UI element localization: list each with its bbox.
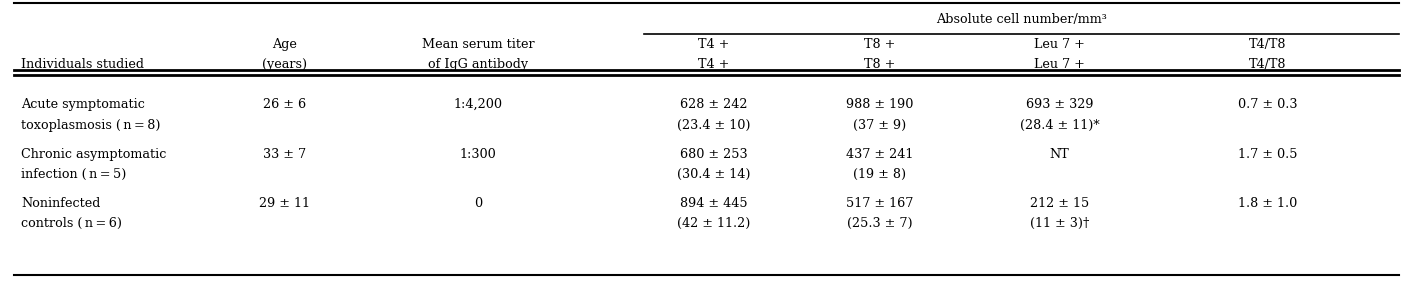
Text: (25.3 ± 7): (25.3 ± 7): [846, 217, 913, 230]
Text: (28.4 ± 11)*: (28.4 ± 11)*: [1020, 119, 1099, 132]
Text: 33 ± 7: 33 ± 7: [263, 148, 305, 161]
Text: infection ( n = 5): infection ( n = 5): [21, 168, 126, 181]
Text: (11 ± 3)†: (11 ± 3)†: [1030, 217, 1089, 230]
Text: 894 ± 445: 894 ± 445: [680, 197, 747, 210]
Text: T4/T8: T4/T8: [1249, 58, 1286, 71]
Text: 693 ± 329: 693 ± 329: [1026, 98, 1094, 111]
Text: (37 ± 9): (37 ± 9): [853, 119, 906, 132]
Text: 628 ± 242: 628 ± 242: [680, 98, 747, 111]
Text: Individuals studied: Individuals studied: [21, 58, 144, 71]
Text: Chronic asymptomatic: Chronic asymptomatic: [21, 148, 167, 161]
Text: Leu 7 +: Leu 7 +: [1034, 38, 1085, 51]
Text: Mean serum titer: Mean serum titer: [421, 38, 534, 51]
Text: 437 ± 241: 437 ± 241: [846, 148, 913, 161]
Text: 212 ± 15: 212 ± 15: [1030, 197, 1089, 210]
Text: (42 ± 11.2): (42 ± 11.2): [677, 217, 750, 230]
Text: (years): (years): [261, 58, 307, 71]
Text: 1:4,200: 1:4,200: [454, 98, 503, 111]
Text: Age: Age: [271, 38, 297, 51]
Text: 680 ± 253: 680 ± 253: [680, 148, 747, 161]
Text: 988 ± 190: 988 ± 190: [846, 98, 913, 111]
Text: (23.4 ± 10): (23.4 ± 10): [677, 119, 750, 132]
Text: Leu 7 +: Leu 7 +: [1034, 58, 1085, 71]
Text: Noninfected: Noninfected: [21, 197, 100, 210]
Text: T4 +: T4 +: [698, 38, 729, 51]
Text: NT: NT: [1050, 148, 1070, 161]
Text: 26 ± 6: 26 ± 6: [263, 98, 305, 111]
Text: 29 ± 11: 29 ± 11: [259, 197, 309, 210]
Text: 0.7 ± 0.3: 0.7 ± 0.3: [1238, 98, 1297, 111]
Text: Acute symptomatic: Acute symptomatic: [21, 98, 146, 111]
Text: 1.7 ± 0.5: 1.7 ± 0.5: [1238, 148, 1297, 161]
Text: 1.8 ± 1.0: 1.8 ± 1.0: [1238, 197, 1297, 210]
Text: of IgG antibody: of IgG antibody: [428, 58, 528, 71]
Text: 1:300: 1:300: [459, 148, 496, 161]
Text: T8 +: T8 +: [863, 38, 896, 51]
Text: 0: 0: [473, 197, 482, 210]
Text: controls ( n = 6): controls ( n = 6): [21, 217, 122, 230]
Text: Absolute cell number/mm³: Absolute cell number/mm³: [935, 13, 1106, 26]
Text: 517 ± 167: 517 ± 167: [846, 197, 913, 210]
Text: T4/T8: T4/T8: [1249, 38, 1286, 51]
Text: toxoplasmosis ( n = 8): toxoplasmosis ( n = 8): [21, 119, 161, 132]
Text: (19 ± 8): (19 ± 8): [853, 168, 906, 181]
Text: T4 +: T4 +: [698, 58, 729, 71]
Text: (30.4 ± 14): (30.4 ± 14): [677, 168, 750, 181]
Text: T8 +: T8 +: [863, 58, 896, 71]
